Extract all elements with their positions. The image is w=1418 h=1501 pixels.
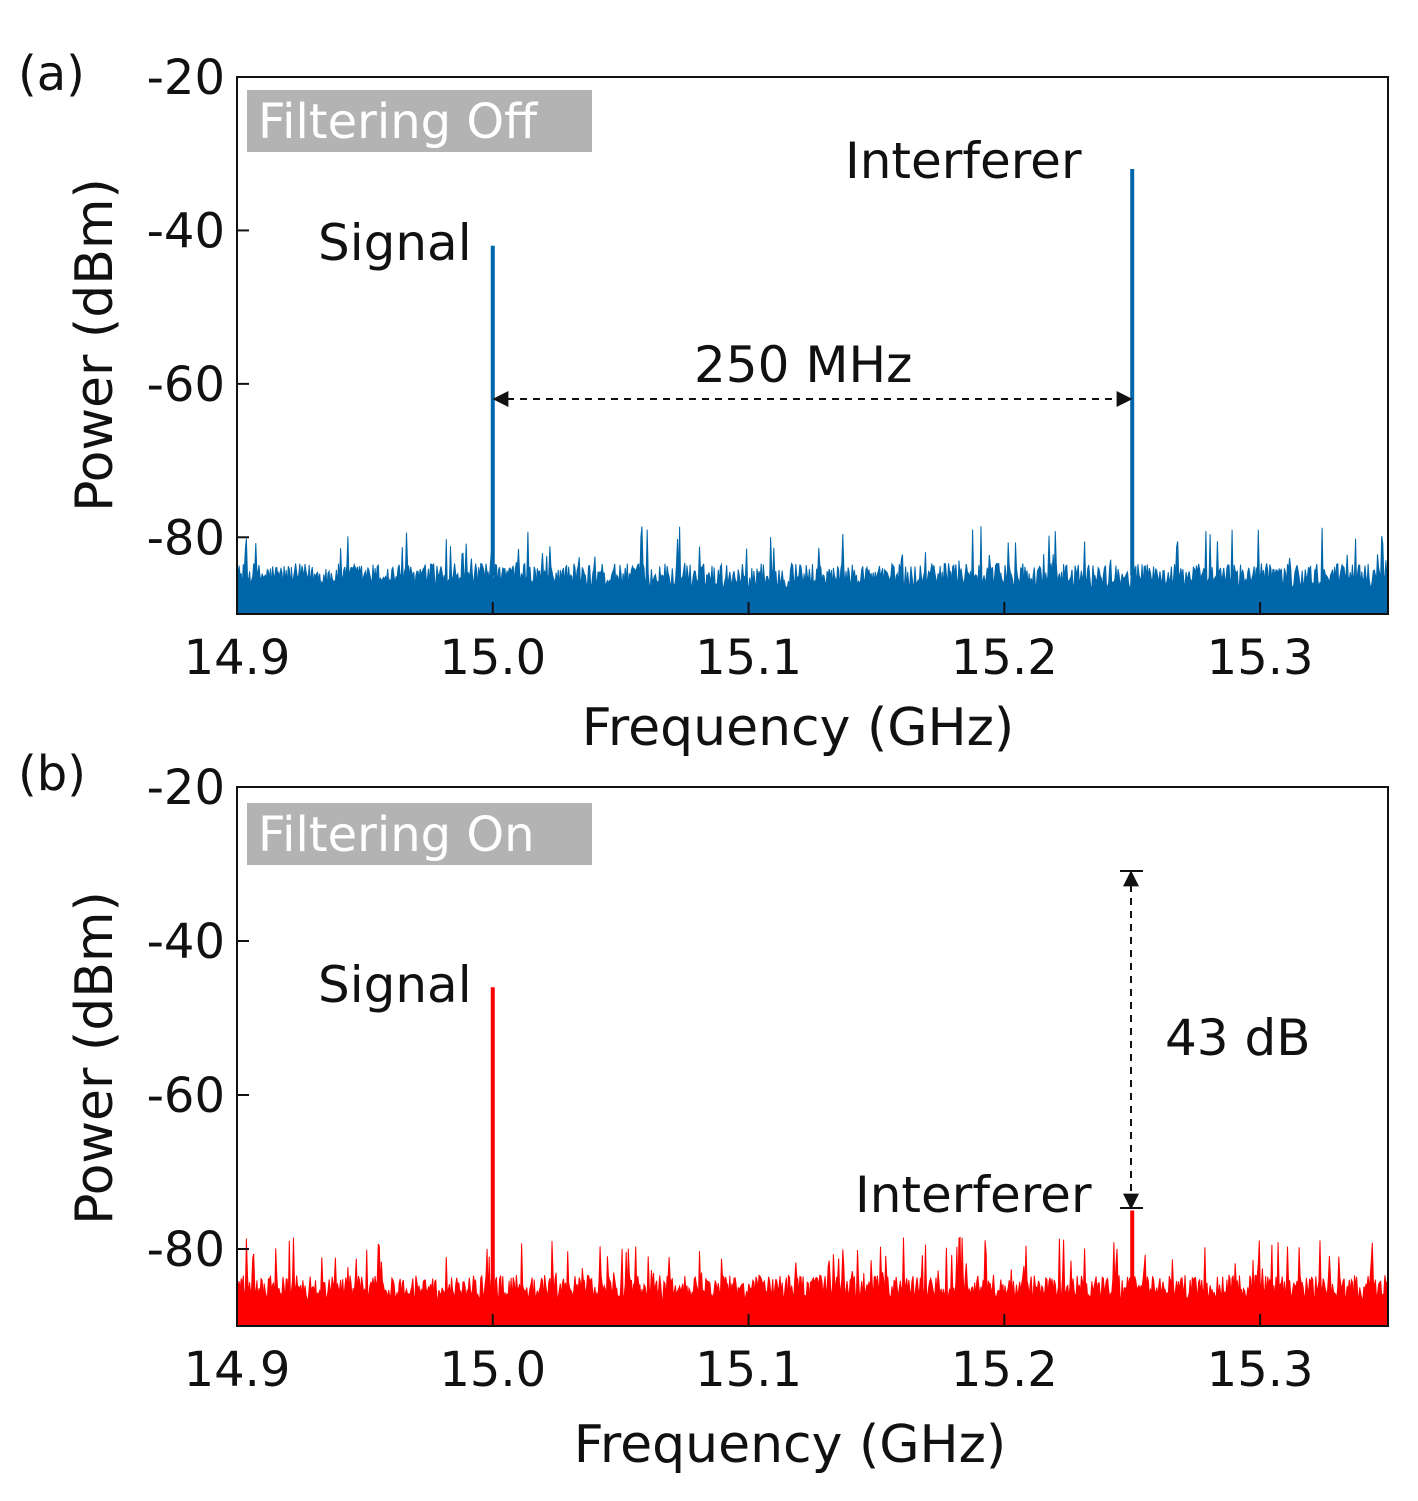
noise-trace [236,1236,1389,1327]
noise-trace [236,526,1389,615]
x-tick-label: 15.0 [439,630,546,686]
peaks-a [490,169,1135,576]
x-tick-label: 15.1 [695,630,802,686]
y-tick-label: -60 [147,357,225,413]
panel-b: (b) Filtering On -20 -40 -60 -80 14.9 15.0 15… [18,746,1389,1475]
x-tick-label: 15.3 [1207,1342,1314,1398]
signal-label-b: Signal [318,956,472,1014]
noise-floor-b [236,1236,1389,1327]
signal-label-a: Signal [318,214,472,272]
panel-label-b: (b) [18,746,86,802]
y-tick-label: -80 [147,510,225,566]
panel-a: (a) Filtering Off -20-40-60-80 14.9 15.0 1… [18,46,1389,758]
plot-frame-a [236,76,1389,615]
x-tick-label: 15.2 [951,1342,1058,1398]
plot-frame-b [236,786,1389,1327]
interferer-label-a: Interferer [845,132,1082,190]
x-tick-label: 15.0 [439,1342,546,1398]
x-tick-label: 15.1 [695,1342,802,1398]
x-tick-label: 15.3 [1207,630,1314,686]
x-tick-label: 15.2 [951,630,1058,686]
y-axis-label-b: Power (dBm) [65,891,125,1225]
badge-background-b [247,803,592,865]
span-label-43db: 43 dB [1165,1009,1311,1067]
y-axis-label-a: Power (dBm) [65,178,125,512]
x-axis-label-a: Frequency (GHz) [582,698,1014,758]
y-tick-label: -40 [147,203,225,259]
x-ticks-b: 14.9 15.0 15.1 15.2 15.3 [184,1314,1314,1398]
interferer-label-b: Interferer [855,1166,1092,1224]
badge-filtering-on: Filtering On [258,807,535,863]
noise-floor-a [236,526,1389,615]
peaks-b [490,987,1135,1288]
y-tick-label: -20 [147,760,225,816]
y-tick-label: -20 [147,50,225,106]
y-ticks-a: -20 -40 -60 -80 [147,50,249,566]
y-ticks-b: -20 -40 -60 -80 [147,760,249,1278]
y-tick-label: -60 [147,1068,225,1124]
x-tick-label: 14.9 [184,1342,291,1398]
span-label-250mhz: 250 MHz [694,336,912,394]
x-tick-label: 14.9 [184,630,291,686]
badge-filtering-off: Filtering Off [258,94,538,150]
x-axis-label-b: Frequency (GHz) [574,1415,1006,1475]
panel-label-a: (a) [18,46,85,102]
x-ticks-a: 14.9 15.0 15.1 15.2 15.3 [184,602,1314,686]
badge-background-a [247,90,592,152]
y-tick-label: -40 [147,914,225,970]
y-tick-label: -80 [147,1222,225,1278]
